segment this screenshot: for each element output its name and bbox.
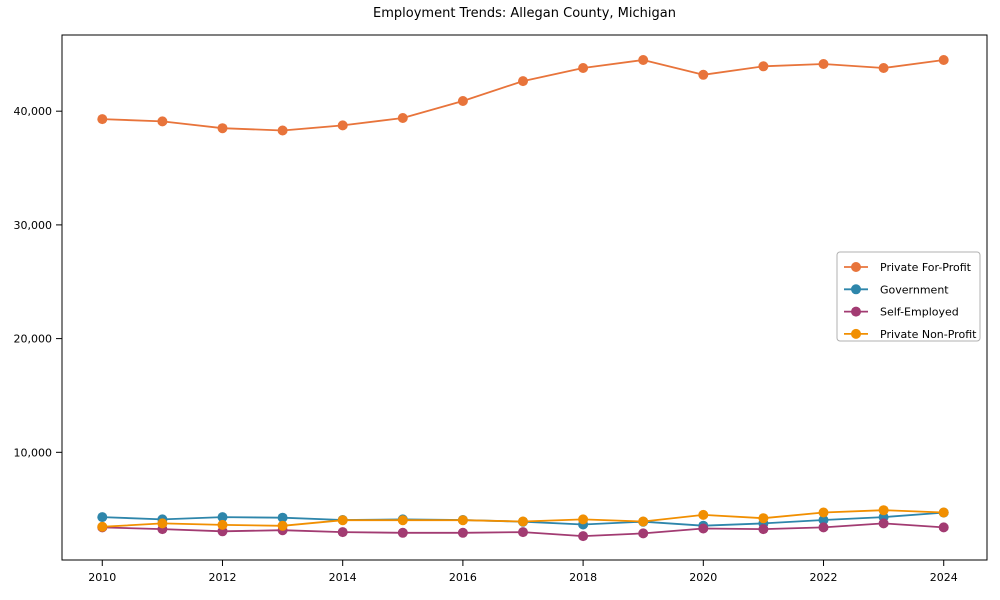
chart-title: Employment Trends: Allegan County, Michi… bbox=[373, 6, 676, 21]
data-point-private-non-profit bbox=[157, 518, 168, 529]
series-line-private-for-profit bbox=[101, 59, 945, 132]
data-point-self-employed bbox=[938, 522, 949, 533]
x-axis-tick-label: 2020 bbox=[689, 571, 717, 584]
data-point-private-non-profit bbox=[638, 516, 649, 527]
legend-marker-icon-private-non-profit bbox=[851, 328, 861, 339]
y-axis-tick-label: 30,000 bbox=[14, 219, 53, 232]
x-axis-tick-label: 2012 bbox=[208, 571, 236, 584]
data-point-self-employed bbox=[758, 524, 769, 535]
data-point-self-employed bbox=[878, 518, 889, 529]
data-point-private-for-profit bbox=[457, 96, 468, 106]
data-point-government bbox=[217, 512, 228, 523]
data-point-private-for-profit bbox=[157, 116, 168, 127]
legend-label-private-for-profit: Private For-Profit bbox=[880, 261, 972, 274]
legend-marker-icon-private-for-profit bbox=[851, 262, 861, 272]
x-axis-tick-label: 2014 bbox=[329, 571, 357, 584]
data-point-self-employed bbox=[337, 527, 348, 538]
data-point-private-for-profit bbox=[97, 114, 108, 125]
data-point-private-for-profit bbox=[758, 61, 769, 72]
legend-label-private-non-profit: Private Non-Profit bbox=[880, 328, 977, 341]
data-point-private-non-profit bbox=[758, 513, 769, 524]
data-point-private-for-profit bbox=[818, 59, 829, 69]
x-axis-tick-label: 2016 bbox=[449, 571, 477, 584]
data-point-private-for-profit bbox=[638, 55, 649, 65]
y-axis-tick-label: 20,000 bbox=[14, 333, 53, 346]
data-point-private-non-profit bbox=[878, 505, 889, 516]
data-point-self-employed bbox=[698, 523, 709, 534]
x-axis-tick-label: 2018 bbox=[569, 571, 597, 584]
data-point-self-employed bbox=[518, 527, 528, 538]
data-point-private-non-profit bbox=[698, 509, 709, 520]
data-point-private-for-profit bbox=[337, 120, 348, 131]
data-point-private-for-profit bbox=[518, 76, 528, 87]
x-axis-tick-label: 2010 bbox=[88, 571, 116, 584]
plot-border bbox=[61, 34, 988, 561]
data-point-private-non-profit bbox=[938, 507, 949, 518]
data-point-private-non-profit bbox=[818, 507, 829, 518]
legend-marker-icon-self-employed bbox=[851, 306, 861, 317]
legend-box bbox=[836, 251, 981, 342]
data-point-private-non-profit bbox=[337, 515, 348, 526]
data-point-private-non-profit bbox=[217, 519, 228, 530]
data-point-private-non-profit bbox=[457, 515, 468, 526]
data-point-private-non-profit bbox=[97, 521, 108, 532]
data-point-self-employed bbox=[397, 527, 408, 538]
data-point-private-non-profit bbox=[397, 515, 408, 526]
data-point-private-for-profit bbox=[938, 55, 949, 65]
data-point-government bbox=[818, 515, 829, 525]
y-axis-tick-label: 10,000 bbox=[14, 446, 53, 459]
y-axis-tick-label: 40,000 bbox=[14, 105, 53, 118]
data-point-private-for-profit bbox=[277, 125, 288, 136]
data-point-private-non-profit bbox=[578, 514, 589, 525]
data-point-private-for-profit bbox=[397, 113, 408, 123]
data-point-government bbox=[97, 512, 108, 523]
data-point-private-for-profit bbox=[698, 69, 709, 80]
data-point-private-for-profit bbox=[878, 63, 889, 73]
data-point-private-for-profit bbox=[217, 123, 228, 134]
legend-label-government: Government bbox=[880, 283, 949, 296]
data-point-private-non-profit bbox=[277, 520, 288, 531]
data-point-self-employed bbox=[457, 527, 468, 538]
x-axis-tick-label: 2024 bbox=[930, 571, 958, 584]
legend-label-self-employed: Self-Employed bbox=[880, 306, 959, 319]
x-axis-tick-label: 2022 bbox=[810, 571, 838, 584]
data-point-private-for-profit bbox=[578, 63, 589, 73]
legend-marker-icon-government bbox=[851, 284, 861, 295]
data-point-government bbox=[277, 512, 288, 523]
data-point-self-employed bbox=[638, 528, 649, 539]
data-point-self-employed bbox=[578, 531, 589, 542]
data-point-private-non-profit bbox=[518, 516, 528, 527]
data-point-self-employed bbox=[818, 522, 829, 533]
